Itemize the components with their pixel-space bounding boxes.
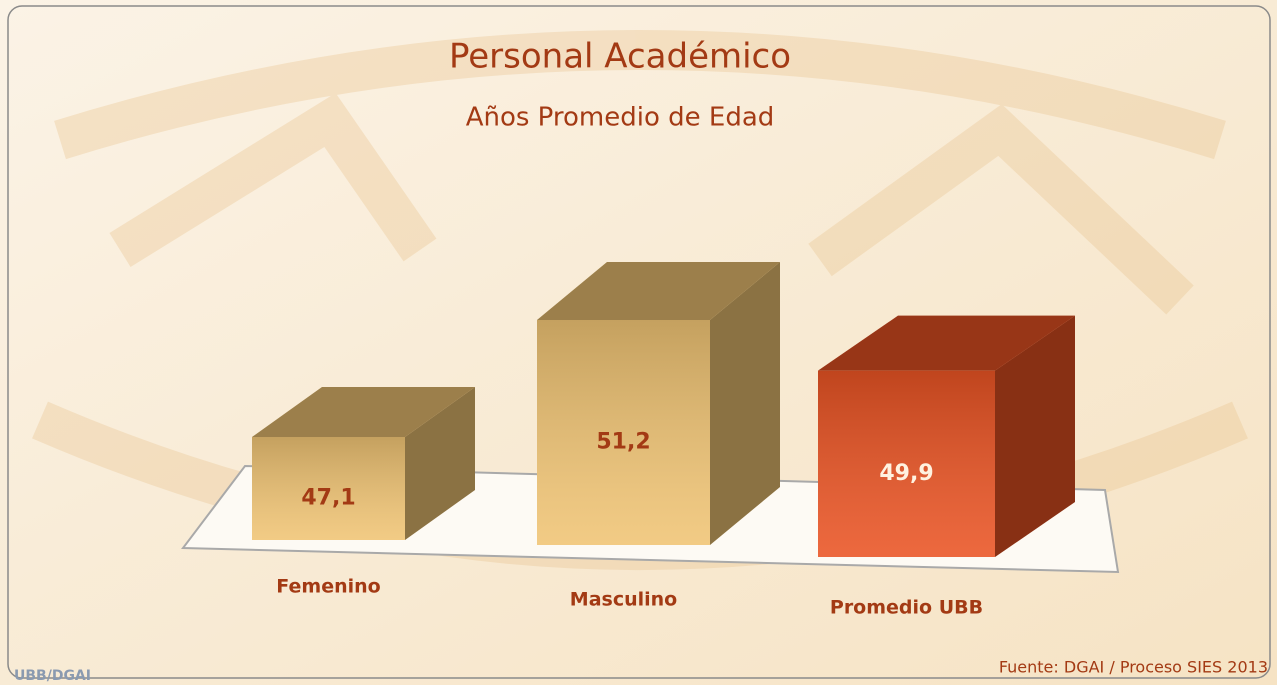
x-tick-label: Femenino <box>276 576 380 598</box>
footer-logo: UBB/DGAI <box>14 668 91 684</box>
source-note: Fuente: DGAI / Proceso SIES 2013 <box>999 658 1268 677</box>
page: {"chart_data": {"type": "bar", "title": … <box>0 0 1277 685</box>
chart: Personal Académico Años Promedio de Edad… <box>0 0 1277 685</box>
chart-subtitle: Años Promedio de Edad <box>466 103 775 133</box>
x-tick-label: Promedio UBB <box>830 597 983 619</box>
value-label: 49,9 <box>879 461 933 486</box>
x-tick-label: Masculino <box>570 589 677 611</box>
chart-title: Personal Académico <box>449 37 791 77</box>
value-label: 51,2 <box>596 430 650 455</box>
value-label: 47,1 <box>301 486 355 511</box>
